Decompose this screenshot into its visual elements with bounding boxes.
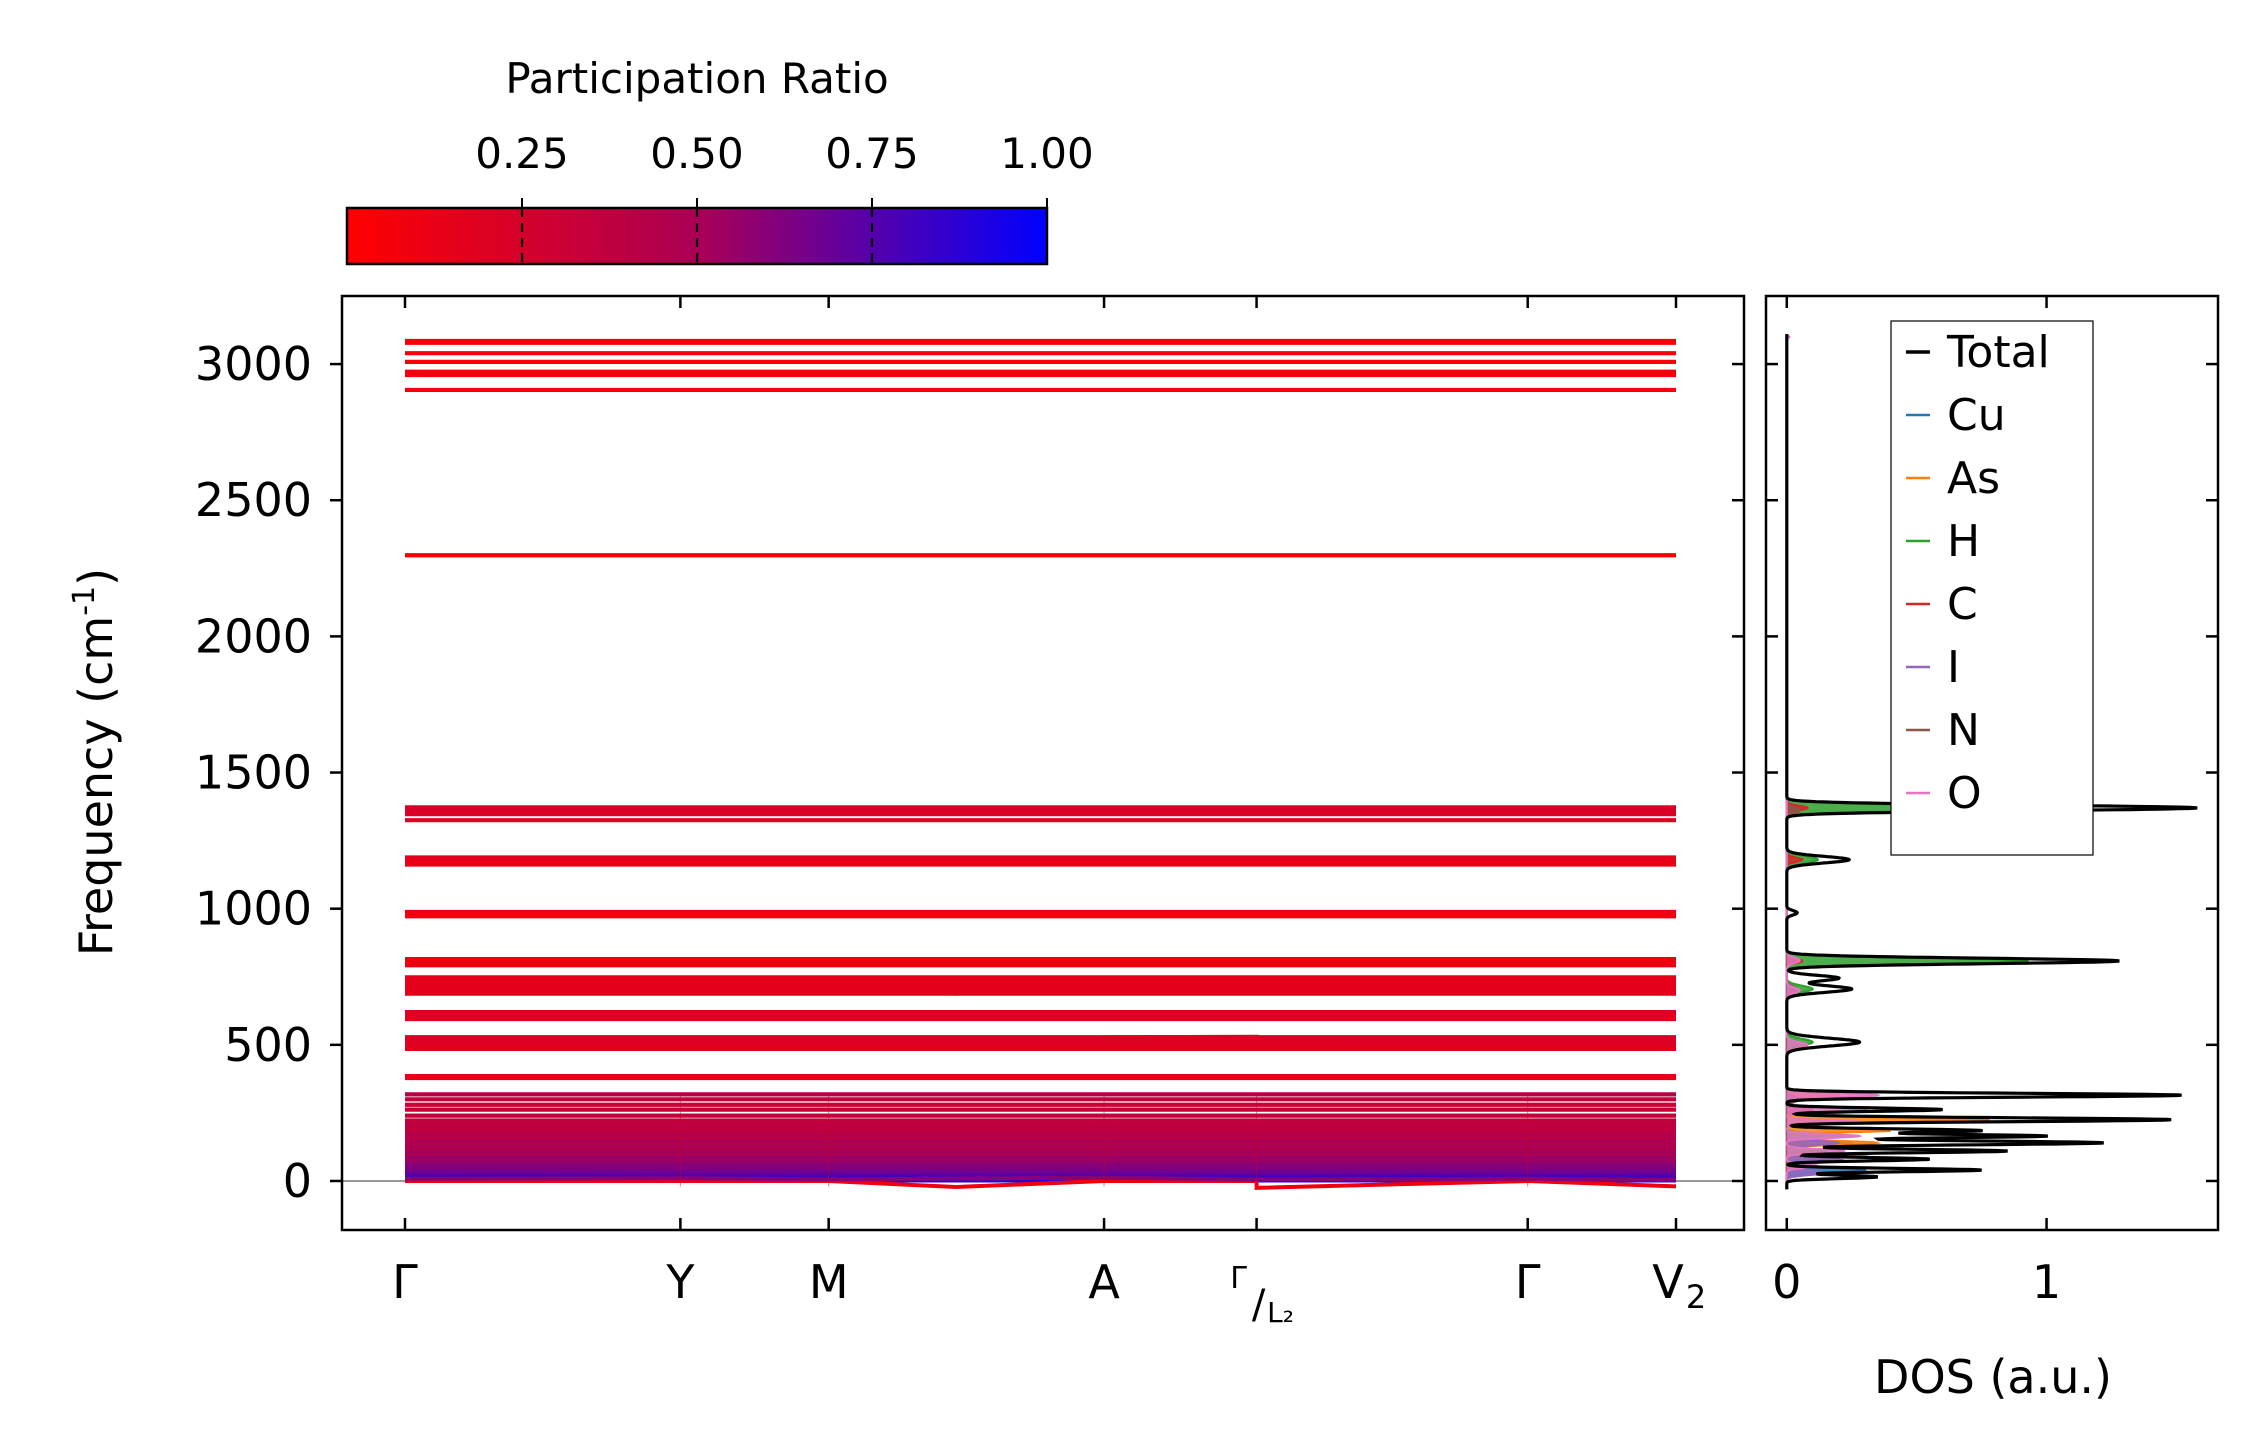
dos-x-axis-label: DOS (a.u.) — [1874, 1350, 2112, 1404]
colorbar-tick-label: 0.50 — [650, 129, 744, 178]
y-axis-label-tail: ) — [69, 568, 123, 586]
legend-label-cu: Cu — [1947, 390, 2006, 441]
dos-y-ticks — [1766, 362, 2218, 1183]
x-tick-label-slash: / — [1252, 1282, 1266, 1328]
legend-label-as: As — [1947, 453, 2000, 504]
legend-label-i: I — [1947, 642, 1960, 693]
dos-x-tick-label: 1 — [2032, 1255, 2061, 1309]
y-tick-label: 3000 — [195, 337, 312, 391]
dos-fill-o — [1786, 334, 1878, 1190]
y-tick-label: 2000 — [195, 609, 312, 663]
y-tick-label: 0 — [283, 1154, 312, 1208]
dos-curve-c — [1785, 334, 1815, 1190]
dos-curve-o — [1785, 333, 1881, 1190]
band-plot-frame — [340, 294, 1746, 1232]
x-tick-label: Γ — [392, 1255, 418, 1309]
dispersive-band — [405, 1178, 1677, 1190]
legend-label-h: H — [1947, 516, 1980, 567]
y-tick-label: 1000 — [195, 882, 312, 936]
y-tick-label: 1500 — [195, 746, 312, 800]
colorbar-ticks: 0.25 0.50 0.75 1.00 — [475, 129, 1094, 264]
x-tick-label-lower: L₂ — [1267, 1296, 1294, 1329]
dos-fill-n — [1786, 334, 1800, 1190]
x-tick-label: Γ — [1515, 1255, 1541, 1309]
x-tick-label: V — [1652, 1255, 1684, 1309]
band-y-ticks: 0 500 1000 1500 2000 2500 3000 — [195, 337, 1744, 1208]
dos-fill-cu — [1786, 334, 1865, 1190]
y-axis-label-main: Frequency (cm — [69, 616, 123, 956]
dos-curves — [1785, 333, 2198, 1190]
legend-label-total: Total — [1946, 327, 2050, 378]
legend-label-n: N — [1947, 705, 1980, 756]
colorbar: Participation Ratio 0.25 0.50 0.75 1.00 — [345, 54, 1094, 266]
legend-label-o: O — [1947, 768, 1982, 819]
dispersive-band — [404, 1175, 1677, 1182]
dispersive-band — [405, 1034, 1677, 1046]
colorbar-tick-label: 0.75 — [825, 129, 919, 178]
dispersive-band — [405, 985, 1677, 996]
dos-curve-n — [1785, 334, 1801, 1190]
band-lines — [342, 338, 1744, 1190]
y-axis-label: Frequency (cm-1) — [67, 568, 123, 956]
legend-frame — [1890, 320, 2094, 856]
y-tick-label: 500 — [224, 1018, 312, 1072]
dos-fill-i — [1786, 334, 1844, 1190]
x-tick-label: Y — [665, 1255, 695, 1309]
colorbar-tick-label: 0.25 — [475, 129, 569, 178]
legend-label-c: C — [1947, 579, 1978, 630]
dos-x-tick-label: 0 — [1772, 1255, 1801, 1309]
dos-plot-frame — [1764, 294, 2220, 1232]
x-tick-label-subscript: 2 — [1686, 1278, 1706, 1316]
x-tick-label: A — [1088, 1255, 1120, 1309]
x-tick-label-upper: Γ — [1230, 1261, 1247, 1296]
dos-curve-total — [1785, 334, 2198, 1190]
colorbar-tick-label: 1.00 — [1000, 129, 1094, 178]
x-tick-label: M — [809, 1255, 849, 1309]
y-axis-label-superscript: -1 — [67, 586, 102, 616]
colorbar-label: Participation Ratio — [505, 54, 888, 103]
y-tick-label: 2500 — [195, 473, 312, 527]
dos-curve-i — [1785, 334, 1846, 1190]
x-tick-label-split: Γ/L₂ — [1230, 1261, 1294, 1329]
dos-fill-c — [1786, 334, 1813, 1190]
band-x-ticks: Γ Y M A Γ/L₂Γ V 2 — [392, 296, 1706, 1329]
dos-curve-cu — [1785, 334, 1867, 1190]
